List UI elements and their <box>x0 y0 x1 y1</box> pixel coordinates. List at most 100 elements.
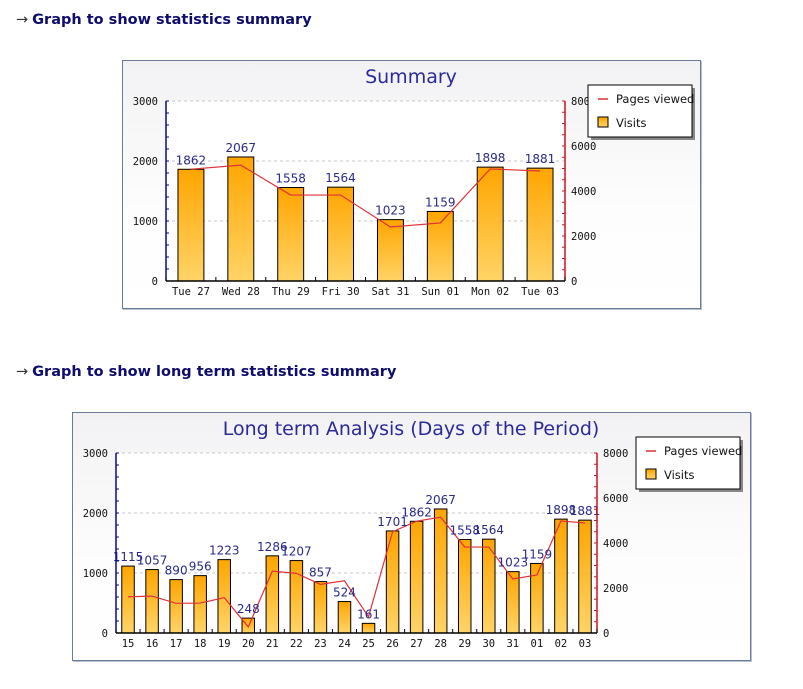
data-label: 890 <box>165 564 188 578</box>
data-label: 1701 <box>377 515 408 529</box>
data-label: 248 <box>237 602 260 616</box>
data-label: 1223 <box>209 544 240 558</box>
data-label: 1558 <box>275 172 306 186</box>
data-label: 1898 <box>475 151 506 165</box>
bar-visits <box>289 560 304 634</box>
x-tick-label: 03 <box>579 638 592 650</box>
summary-chart-svg: Summary 1862 2067 1558 1564 1023 1159 1898 1881 0… <box>133 66 695 298</box>
x-tick-label: Mon 02 <box>471 286 509 298</box>
data-label: 2067 <box>226 141 257 155</box>
x-tick-label: 22 <box>290 638 303 650</box>
bar-visits <box>361 622 376 634</box>
bar-visits <box>265 555 280 634</box>
x-tick-label: 15 <box>122 638 135 650</box>
bar-visits <box>177 168 205 282</box>
x-tick-label: 01 <box>531 638 544 650</box>
data-label: 1564 <box>325 171 356 185</box>
summary-chart: Summary 1862 2067 1558 1564 1023 1159 1898 1881 0… <box>122 60 701 309</box>
long-term-chart: Long term Analysis (Days of the Period) 1… <box>72 412 751 661</box>
data-label: 1881 <box>570 504 601 518</box>
legend-label-visits: Visits <box>616 116 647 130</box>
bar-visits <box>169 579 183 634</box>
arrow-icon: → <box>16 12 29 28</box>
chart-title: Summary <box>365 66 457 88</box>
x-tick-label: 28 <box>434 638 447 650</box>
data-label: 1159 <box>425 195 456 209</box>
bar-visits <box>337 601 352 634</box>
left-tick-label: 2000 <box>83 508 108 520</box>
x-tick-label: Tue 27 <box>172 286 210 298</box>
section-heading-text: Graph to show statistics summary <box>32 12 312 28</box>
x-tick-label: 27 <box>410 638 423 650</box>
data-label: 1159 <box>522 547 553 561</box>
legend <box>587 84 693 138</box>
right-tick-label: 6000 <box>571 141 596 153</box>
x-tick-label: Wed 28 <box>222 286 260 298</box>
legend-label-pages-viewed: Pages viewed <box>616 92 694 106</box>
left-tick-label: 3000 <box>83 448 108 460</box>
left-tick-label: 1000 <box>133 216 158 228</box>
bar-visits <box>376 219 404 282</box>
bar-visits <box>506 571 520 634</box>
data-label: 1286 <box>257 540 288 554</box>
data-label: 1023 <box>375 204 406 218</box>
data-label: 1862 <box>401 505 432 519</box>
section-heading-long-term: → Graph to show long term statistics summ… <box>16 364 396 380</box>
x-tick-label: 31 <box>506 638 519 650</box>
x-tick-label: Tue 03 <box>521 286 559 298</box>
section-heading-text: Graph to show long term statistics summa… <box>32 364 397 380</box>
x-tick-label: 17 <box>170 638 183 650</box>
right-tick-label: 4000 <box>603 538 628 550</box>
bar-visits <box>217 559 231 634</box>
legend-label-visits: Visits <box>664 468 695 482</box>
x-tick-label: Sun 01 <box>421 286 459 298</box>
x-tick-label: Thu 29 <box>272 286 310 298</box>
right-tick-label: 6000 <box>603 493 628 505</box>
bar-visits <box>193 575 207 634</box>
x-tick-label: 26 <box>386 638 399 650</box>
right-tick-label: 0 <box>603 628 609 640</box>
long-term-chart-svg: Long term Analysis (Days of the Period) 1… <box>83 418 743 650</box>
line-pages-viewed <box>128 516 586 629</box>
bar-visits <box>313 581 328 634</box>
plot-area <box>166 101 565 281</box>
bar-visits <box>554 518 568 634</box>
data-label: 1023 <box>498 556 529 570</box>
right-tick-label: 2000 <box>603 583 628 595</box>
bar-visits <box>578 519 592 634</box>
x-tick-label: 24 <box>338 638 351 650</box>
x-tick-label: 20 <box>242 638 255 650</box>
left-tick-label: 1000 <box>83 568 108 580</box>
arrow-icon: → <box>16 364 29 380</box>
data-label: 1862 <box>176 153 207 167</box>
bar-visits <box>121 565 135 634</box>
x-tick-label: 30 <box>482 638 495 650</box>
bar-visits <box>426 210 454 282</box>
data-label: 161 <box>357 607 380 621</box>
data-label: 1898 <box>546 503 577 517</box>
legend-label-pages-viewed: Pages viewed <box>664 444 742 458</box>
legend-bar-icon <box>597 116 609 128</box>
x-tick-label: 18 <box>194 638 207 650</box>
data-label: 956 <box>189 560 212 574</box>
line-pages-viewed <box>190 164 541 228</box>
bar-visits <box>526 167 554 282</box>
section-heading-summary: → Graph to show statistics summary <box>16 12 312 28</box>
bar-visits <box>327 186 355 282</box>
data-label: 1057 <box>137 554 168 568</box>
x-tick-label: 16 <box>146 638 159 650</box>
plot-area <box>116 453 597 633</box>
x-tick-label: 29 <box>458 638 471 650</box>
left-tick-label: 0 <box>152 276 158 288</box>
left-tick-label: 3000 <box>133 96 158 108</box>
data-label: 1564 <box>474 523 505 537</box>
right-tick-label: 4000 <box>571 186 596 198</box>
x-tick-label: 19 <box>218 638 231 650</box>
legend-bar-icon <box>645 468 657 480</box>
chart-title: Long term Analysis (Days of the Period) <box>223 418 600 440</box>
data-label: 1558 <box>449 524 480 538</box>
bar-visits <box>457 539 472 634</box>
data-label: 1207 <box>281 545 312 559</box>
bar-visits <box>433 508 448 634</box>
x-tick-label: 25 <box>362 638 375 650</box>
